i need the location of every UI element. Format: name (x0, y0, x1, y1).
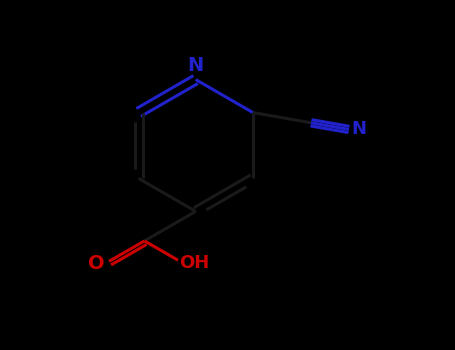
Text: O: O (88, 254, 105, 273)
Text: N: N (187, 56, 204, 75)
Text: N: N (352, 120, 367, 139)
Text: OH: OH (179, 253, 209, 272)
